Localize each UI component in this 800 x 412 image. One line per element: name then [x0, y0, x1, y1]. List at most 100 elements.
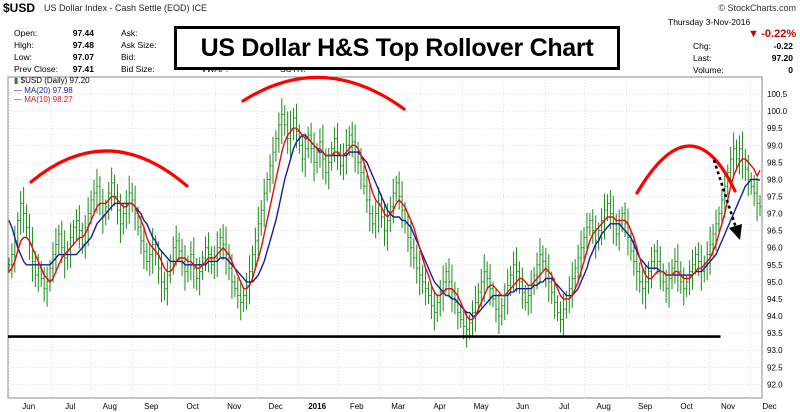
price-bar	[415, 244, 419, 284]
price-bar	[667, 262, 671, 308]
price-bar	[25, 204, 28, 239]
price-bar	[92, 179, 96, 216]
quote-open: Open: 97.44	[14, 28, 94, 38]
price-bar	[673, 248, 677, 284]
y-tick-label: 92.5	[767, 363, 783, 372]
price-bar	[306, 126, 310, 159]
left-shoulder-arc	[29, 149, 189, 188]
price-bar	[658, 246, 662, 290]
price-bar	[594, 215, 598, 259]
chart-title-box: US Dollar H&S Top Rollover Chart	[174, 26, 620, 70]
y-tick-label: 98.5	[767, 158, 783, 167]
price-bar	[16, 212, 20, 251]
y-tick-label: 97.0	[767, 210, 783, 219]
price-bar	[573, 259, 577, 290]
x-tick-label: Jul	[65, 402, 75, 411]
price-bar	[54, 227, 58, 274]
quote-chg: Chg: -0.22	[693, 41, 793, 51]
price-bar	[459, 305, 463, 328]
price-bar	[248, 255, 251, 305]
right-shoulder-arc	[635, 144, 737, 195]
price-bar	[163, 271, 166, 301]
y-tick-label: 99.0	[767, 141, 783, 150]
price-bar	[538, 238, 542, 284]
y-tick-label: 99.5	[767, 124, 783, 133]
x-tick-label: Feb	[350, 402, 364, 411]
x-tick-label: May	[474, 402, 489, 411]
price-bar	[741, 131, 744, 180]
chart-title: US Dollar H&S Top Rollover Chart	[200, 33, 594, 62]
price-bar	[75, 209, 78, 241]
ask-label: Ask:	[121, 28, 138, 38]
price-bar	[239, 280, 243, 321]
down-triangle-icon: ▼	[748, 28, 759, 40]
symbol-description: US Dollar Index - Cash Settle (EOD) ICE	[44, 3, 208, 13]
price-bar	[638, 262, 642, 293]
y-tick-label: 95.0	[767, 278, 783, 287]
price-bar	[744, 148, 747, 182]
price-bar	[271, 136, 275, 184]
price-bar	[254, 227, 257, 271]
price-bar	[265, 172, 269, 202]
ask-size-label: Ask Size:	[121, 40, 157, 50]
price-bar	[758, 195, 762, 217]
price-bar	[562, 293, 565, 338]
price-bar	[292, 107, 295, 141]
price-bar	[277, 112, 281, 153]
price-bar	[353, 124, 357, 173]
quote-low: Low: 97.07	[14, 52, 94, 62]
price-bar	[735, 139, 738, 170]
brand-watermark: © StockCharts.com	[718, 3, 796, 13]
price-bar	[529, 269, 533, 314]
price-bar	[427, 281, 430, 304]
x-tick-label: Nov	[227, 402, 241, 411]
price-bar	[661, 263, 665, 292]
change-percent: ▼ -0.22%	[748, 28, 797, 40]
plot-frame	[7, 76, 763, 399]
price-bar	[418, 250, 421, 296]
price-bar	[585, 212, 589, 255]
price-bar	[124, 190, 128, 230]
head-arc	[241, 75, 406, 111]
price-bar	[444, 262, 448, 293]
price-bar	[257, 206, 260, 262]
price-bar	[166, 260, 169, 306]
price-bar	[749, 172, 753, 195]
price-bar	[421, 264, 424, 294]
price-bar	[568, 276, 571, 314]
y-tick-label: 96.5	[767, 227, 783, 236]
price-bar	[283, 105, 287, 136]
price-bar	[368, 184, 372, 232]
x-tick-label: Apr	[433, 402, 446, 411]
price-bar	[682, 267, 686, 306]
x-tick-label: Oct	[187, 402, 200, 411]
price-bar	[259, 199, 263, 236]
x-tick-label: 2016	[308, 402, 326, 411]
price-bar	[541, 245, 545, 273]
quote-last: Last: 97.20	[693, 53, 793, 63]
price-bar	[69, 223, 72, 268]
price-bar	[10, 243, 14, 278]
price-bar	[691, 249, 694, 290]
price-bar	[198, 257, 201, 296]
y-tick-label: 93.0	[767, 346, 783, 355]
price-bar	[435, 294, 439, 323]
price-bar	[612, 196, 615, 245]
price-bar	[280, 98, 284, 144]
price-bar	[60, 220, 64, 264]
y-tick-label: 94.0	[767, 312, 783, 321]
price-bar	[697, 242, 700, 276]
x-tick-label: Dec	[762, 402, 776, 411]
price-bar	[644, 264, 647, 310]
price-bar	[609, 190, 612, 230]
price-bar	[72, 220, 75, 246]
price-bar	[406, 211, 410, 252]
price-bar	[127, 175, 131, 224]
x-tick-label: Jul	[559, 402, 569, 411]
legend-ma10: — MA(10) 98.27	[14, 95, 73, 104]
legend-ma20: — MA(20) 97.98	[14, 85, 73, 95]
price-bar	[588, 213, 592, 236]
price-bar	[447, 258, 451, 298]
